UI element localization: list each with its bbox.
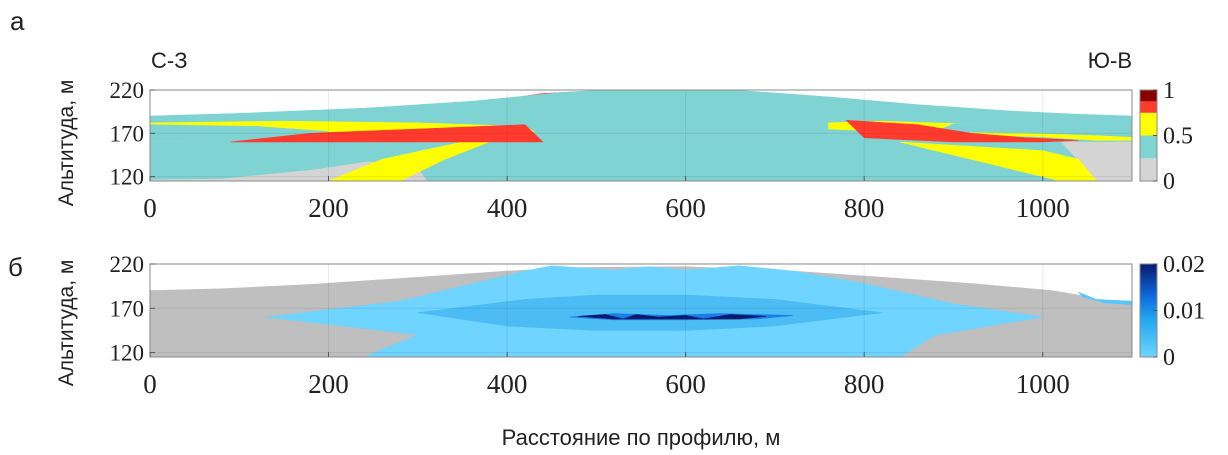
direction-left-label: С-З — [151, 48, 188, 73]
plot-frame-b — [149, 263, 1133, 358]
field-region-a-12 — [150, 124, 329, 139]
y-ticks-a: 120 170 220 — [110, 78, 155, 190]
x-tick-label-b: 200 — [308, 369, 349, 399]
x-tick-label-b: 400 — [487, 369, 528, 399]
colorbar-tick-label-a: 0.5 — [1163, 124, 1193, 150]
field-region-b-4 — [578, 314, 767, 320]
colorbar-gradient-b — [1140, 264, 1157, 357]
x-tick-label-a: 200 — [308, 193, 349, 223]
x-tick-label-a: 600 — [665, 193, 706, 223]
x-tick-label-a: 400 — [487, 193, 528, 223]
y-tick-label-b: 120 — [110, 341, 145, 366]
field-region-a-13 — [935, 123, 1132, 138]
y-axis-label-a: Альтитуда, м — [55, 80, 78, 207]
field-region-b-5 — [1078, 292, 1132, 306]
field-region-b-2 — [417, 294, 883, 331]
y-tick-label-b: 220 — [110, 252, 145, 277]
x-ticks-b: 0 200 400 600 800 1000 — [143, 352, 1070, 399]
colorbar-tick-label-a: 0 — [1163, 169, 1175, 195]
y-tick-label-a: 220 — [110, 78, 145, 103]
x-tick-label-b: 800 — [844, 369, 885, 399]
plot-area-b — [150, 264, 1132, 357]
colorbar-band-a — [1140, 90, 1157, 102]
panel-label-a: а — [10, 6, 25, 36]
y-axis-label-b: Альтитуда, м — [55, 260, 78, 387]
y-ticks-b: 120 170 220 — [110, 252, 155, 366]
y-tick-label-b: 170 — [110, 296, 145, 321]
x-tick-label-b: 600 — [665, 369, 706, 399]
colorbar-tick-label-b: 0.01 — [1163, 299, 1205, 325]
direction-right-label: Ю-В — [1088, 48, 1132, 73]
x-tick-label-b: 1000 — [1016, 369, 1070, 399]
colorbar-band-a — [1140, 101, 1157, 113]
colorbar-tick-label-a: 1 — [1163, 78, 1175, 104]
colorbar-band-a — [1140, 135, 1157, 159]
field-region-a-9 — [899, 141, 1097, 181]
panel-a: а С-З Ю-В Альтитуда, м 0 200 400 600 800 1000… — [10, 6, 1193, 223]
field-region-a-14 — [230, 124, 544, 143]
y-tick-label-a: 120 — [110, 165, 145, 190]
colorbar-b: 0 0.01 0.02 — [1139, 252, 1205, 371]
field-region-a-15 — [845, 119, 1079, 143]
colorbar-tick-label-b: 0 — [1163, 345, 1175, 371]
x-tick-label-a: 800 — [844, 193, 885, 223]
x-axis-label: Расстояние по профилю, м — [502, 425, 781, 450]
colorbar-band-a — [1140, 158, 1157, 181]
x-tick-label-a: 1000 — [1016, 193, 1070, 223]
y-tick-label-a: 170 — [110, 121, 145, 146]
plot-frame-a — [149, 89, 1133, 182]
x-ticks-a: 0 200 400 600 800 1000 — [143, 176, 1070, 223]
colorbar-band-a — [1140, 112, 1157, 136]
x-tick-label-b: 0 — [143, 369, 157, 399]
colorbar-tick-label-b: 0.02 — [1163, 252, 1205, 278]
x-tick-label-a: 0 — [143, 193, 157, 223]
colorbar-a: 00.51 — [1139, 78, 1193, 195]
plot-area-a — [150, 90, 1132, 181]
panel-label-b: б — [8, 252, 23, 282]
panel-b: б Альтитуда, м 0 200 400 600 800 1000 120 170 2… — [8, 252, 1205, 399]
